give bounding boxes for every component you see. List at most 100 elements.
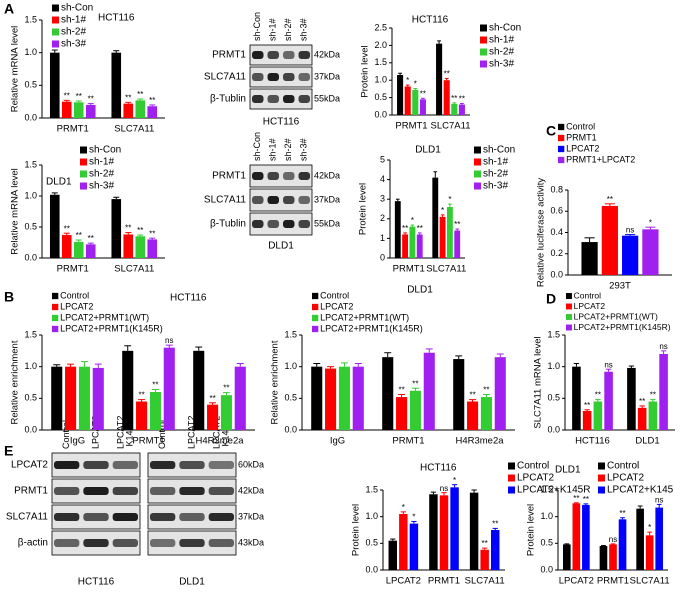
bar xyxy=(352,366,364,430)
error-bar xyxy=(628,365,635,368)
error-bar xyxy=(482,547,488,550)
error-bar xyxy=(413,88,418,90)
y-axis-label: Protein level xyxy=(358,183,369,235)
y-tick-label: 0.8 xyxy=(550,184,563,194)
blot-kda: 42kDa xyxy=(314,170,340,180)
error-bar xyxy=(440,214,445,217)
legend-swatch xyxy=(52,314,59,322)
error-bar xyxy=(138,399,146,402)
significance-label: ** xyxy=(125,93,131,102)
legend-swatch xyxy=(508,486,515,494)
y-axis-label: Protein level xyxy=(351,504,362,556)
significance-label: ** xyxy=(402,224,408,233)
legend-label: LPCAT2 xyxy=(320,301,353,311)
blot-band xyxy=(150,539,176,547)
blot-frame xyxy=(249,164,313,188)
x-tick-label: H4R3me2a xyxy=(455,436,504,447)
bar xyxy=(458,104,465,115)
significance-label: ** xyxy=(152,381,158,390)
y-tick-label: 0.5 xyxy=(547,393,560,403)
significance-label: ** xyxy=(492,520,498,529)
blot-frame xyxy=(249,188,313,212)
blot-band xyxy=(252,51,264,59)
blot-kda: 55kDa xyxy=(314,218,340,228)
blot-band xyxy=(283,220,295,228)
error-bar xyxy=(94,363,102,368)
y-tick-label: 2.5 xyxy=(374,22,387,32)
blot-lane-label: sh-2# xyxy=(283,18,293,41)
bar xyxy=(394,201,401,258)
bar xyxy=(111,199,122,258)
blot-lane-label: sh-3# xyxy=(299,18,309,41)
blot-kda: 55kDa xyxy=(314,93,340,103)
blot-band xyxy=(54,461,80,469)
x-tick-label: SLC7A11 xyxy=(426,264,466,275)
bar xyxy=(78,366,90,430)
legend-label: Control xyxy=(320,290,349,300)
significance-label: ** xyxy=(88,95,94,104)
significance-label: ** xyxy=(595,391,601,400)
error-bar xyxy=(656,503,662,508)
significance-label: * xyxy=(402,503,405,512)
legend-swatch xyxy=(52,4,59,12)
y-tick-label: 0.0 xyxy=(24,424,37,434)
legend-label: sh-Con xyxy=(89,145,121,156)
error-bar xyxy=(471,489,477,493)
bar xyxy=(572,503,581,570)
blot-kda: 42kDa xyxy=(238,485,264,495)
blot-kda: 37kDa xyxy=(238,511,264,521)
panel-label: A xyxy=(4,1,14,17)
legend-label: sh-2# xyxy=(483,169,508,180)
y-tick-label: 0.0 xyxy=(24,252,37,262)
bar xyxy=(494,357,506,430)
bar xyxy=(338,366,350,430)
significance-label: ** xyxy=(420,89,426,98)
blot-band xyxy=(252,196,264,204)
bar xyxy=(655,507,664,570)
error-bar xyxy=(650,399,656,402)
significance-label: ** xyxy=(444,70,450,79)
error-bar xyxy=(137,234,144,237)
blot-frame xyxy=(249,44,313,66)
legend-label: LPCAT2 xyxy=(566,143,599,153)
legend-swatch xyxy=(312,314,319,322)
legend-label: LPCAT2 xyxy=(607,473,644,484)
y-tick-label: 1.5 xyxy=(374,57,387,67)
legend-label: LPCAT2 xyxy=(574,301,606,311)
blot-band xyxy=(83,461,109,469)
blot-row-label: β-Tublin xyxy=(210,219,246,230)
significance-label: * xyxy=(649,218,652,227)
blot-band xyxy=(208,513,234,521)
bar xyxy=(609,544,617,570)
error-bar xyxy=(149,237,156,240)
blot-band xyxy=(283,73,295,81)
bar xyxy=(419,99,426,115)
y-tick-label: 3 xyxy=(380,194,385,204)
bar xyxy=(451,103,458,115)
significance-label: ns xyxy=(626,226,634,235)
error-bar xyxy=(620,517,625,520)
error-bar xyxy=(601,544,606,546)
y-tick-label: 1.0 xyxy=(374,75,387,85)
legend-swatch xyxy=(52,292,59,300)
significance-label: ** xyxy=(451,94,457,103)
y-tick-label: 1.0 xyxy=(365,511,378,521)
legend-swatch xyxy=(52,303,59,311)
y-tick-label: 0.5 xyxy=(374,92,387,102)
significance-label: ** xyxy=(639,397,645,406)
error-bar xyxy=(395,198,400,202)
legend-label: sh-3# xyxy=(489,59,514,70)
error-bar xyxy=(645,226,656,230)
error-bar xyxy=(195,346,203,351)
blot-caption: HCT116 xyxy=(78,577,115,588)
x-tick-label: PRMT1 xyxy=(393,264,425,275)
blot-band xyxy=(208,487,234,495)
significance-label: ** xyxy=(64,224,70,233)
x-tick-label: LPCAT2 xyxy=(386,576,421,587)
bar xyxy=(642,229,659,275)
bar xyxy=(85,244,96,258)
error-bar xyxy=(441,492,447,496)
y-tick-label: 0 xyxy=(380,252,385,262)
bar xyxy=(147,239,158,258)
